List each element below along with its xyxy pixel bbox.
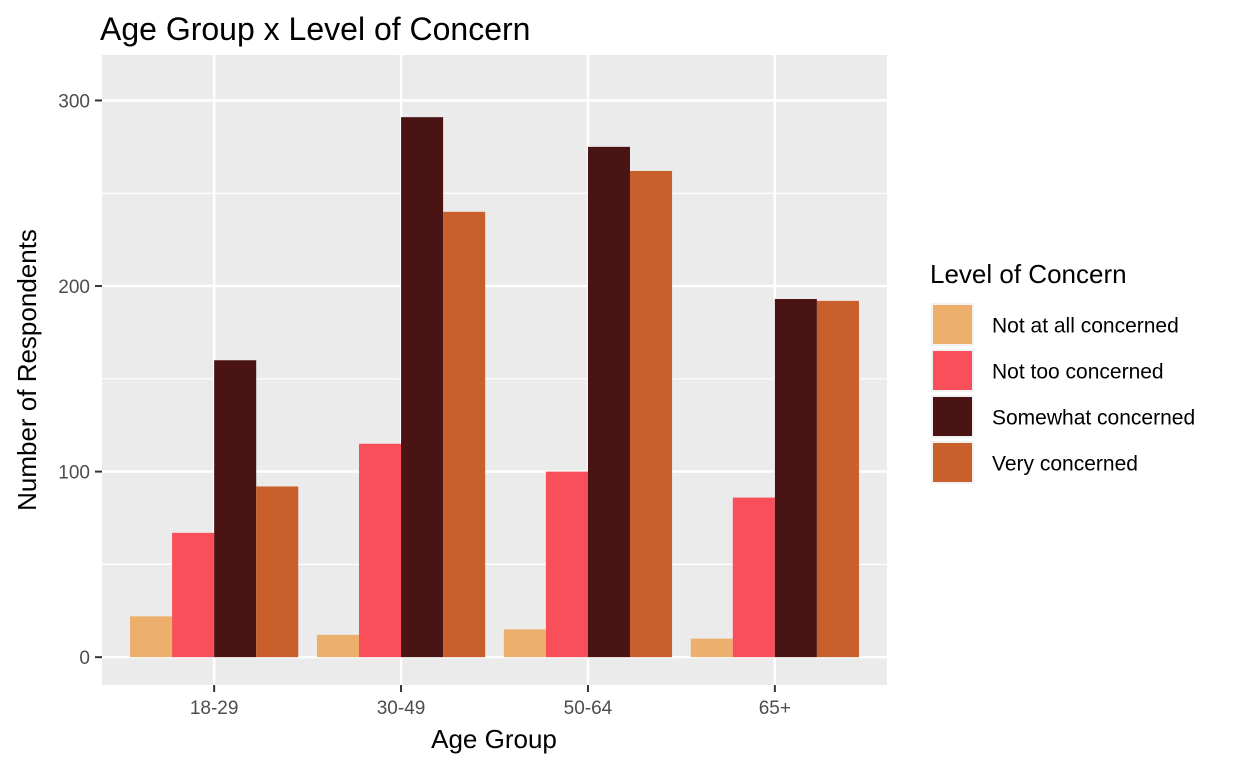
bar bbox=[358, 443, 402, 658]
y-axis: 0 100 200 300 bbox=[58, 91, 102, 669]
y-axis-title: Number of Respondents bbox=[12, 229, 42, 511]
bar bbox=[401, 117, 444, 658]
x-tick-label: 30-49 bbox=[377, 698, 426, 719]
bar bbox=[816, 300, 859, 658]
bar bbox=[732, 497, 775, 658]
x-tick-label: 65+ bbox=[759, 698, 791, 719]
bar bbox=[172, 532, 215, 658]
x-axis-title: Age Group bbox=[431, 724, 557, 754]
bar bbox=[545, 471, 588, 658]
y-tick-label: 300 bbox=[58, 91, 90, 112]
legend-label: Very concerned bbox=[992, 453, 1138, 476]
bar bbox=[214, 360, 257, 658]
legend-label: Somewhat concerned bbox=[992, 407, 1195, 430]
legend-title: Level of Concern bbox=[930, 259, 1127, 289]
bar bbox=[774, 299, 817, 658]
legend-swatch bbox=[933, 351, 972, 390]
y-tick-label: 100 bbox=[58, 463, 90, 484]
bar bbox=[587, 146, 631, 658]
bar bbox=[503, 629, 546, 658]
bar bbox=[316, 634, 359, 658]
x-axis: 18-29 30-49 50-64 65+ bbox=[190, 685, 791, 719]
bars bbox=[130, 117, 859, 658]
y-tick-label: 200 bbox=[58, 277, 90, 298]
bar bbox=[256, 486, 299, 658]
legend-swatch bbox=[933, 305, 972, 344]
x-tick-label: 50-64 bbox=[564, 698, 613, 719]
legend-swatch bbox=[933, 443, 972, 482]
bar bbox=[630, 170, 673, 658]
legend-swatch bbox=[933, 397, 972, 436]
bar bbox=[443, 211, 486, 658]
bar bbox=[130, 616, 173, 658]
x-tick-label: 18-29 bbox=[190, 698, 239, 719]
y-tick-label: 0 bbox=[79, 648, 90, 669]
legend: Not at all concerned Not too concerned Som… bbox=[931, 303, 1195, 484]
chart-title: Age Group x Level of Concern bbox=[100, 11, 530, 47]
bar bbox=[690, 638, 733, 658]
legend-label: Not too concerned bbox=[992, 361, 1164, 384]
legend-label: Not at all concerned bbox=[992, 315, 1179, 338]
